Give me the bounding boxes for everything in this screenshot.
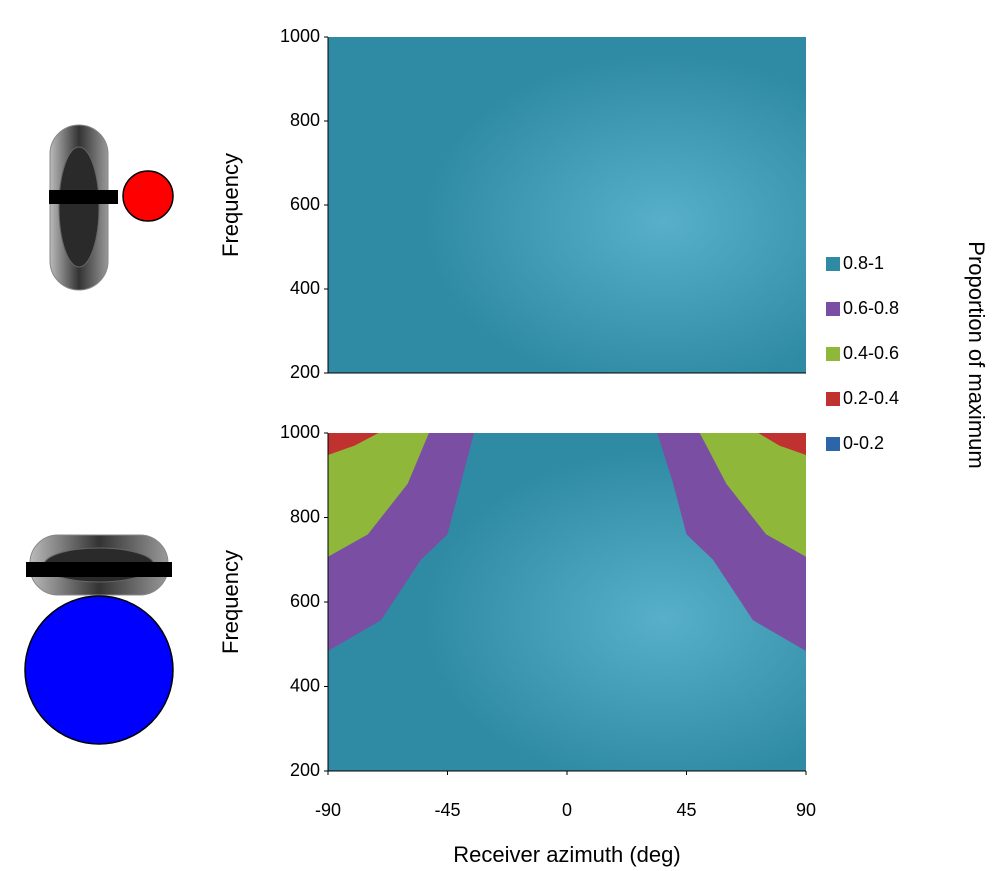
legend-swatch [826, 392, 840, 406]
x-tick-label: 90 [796, 800, 816, 820]
legend-swatch [826, 257, 840, 271]
y-tick-label: 1000 [280, 422, 320, 442]
x-axis-title: Receiver azimuth (deg) [453, 842, 680, 867]
y-tick-label: 200 [290, 760, 320, 780]
legend-label: 0-0.2 [843, 433, 884, 453]
speaker-icon-bottom [25, 535, 173, 744]
legend-label: 0.6-0.8 [843, 298, 899, 318]
legend-swatch [826, 347, 840, 361]
legend-swatch [826, 437, 840, 451]
legend-swatch [826, 302, 840, 316]
y-axis-title: Frequency [218, 550, 243, 654]
chart: Receiver azimuth (deg) Proportion of max… [0, 0, 996, 871]
speaker-icon-top [49, 125, 173, 290]
y-tick-label: 400 [290, 675, 320, 695]
y-tick-label: 1000 [280, 26, 320, 46]
x-tick-label: 0 [562, 800, 572, 820]
y-tick-label: 600 [290, 591, 320, 611]
y-tick-label: 800 [290, 110, 320, 130]
y-tick-label: 400 [290, 278, 320, 298]
y-axis-title: Frequency [218, 153, 243, 257]
x-tick-label: -45 [434, 800, 460, 820]
legend-label: 0.4-0.6 [843, 343, 899, 363]
x-tick-label: -90 [315, 800, 341, 820]
legend-title: Proportion of maximum [964, 241, 989, 468]
x-tick-label: 45 [676, 800, 696, 820]
y-tick-label: 800 [290, 506, 320, 526]
y-tick-label: 600 [290, 194, 320, 214]
plot-shading [328, 37, 806, 373]
y-tick-label: 200 [290, 362, 320, 382]
legend-label: 0.2-0.4 [843, 388, 899, 408]
legend-label: 0.8-1 [843, 253, 884, 273]
